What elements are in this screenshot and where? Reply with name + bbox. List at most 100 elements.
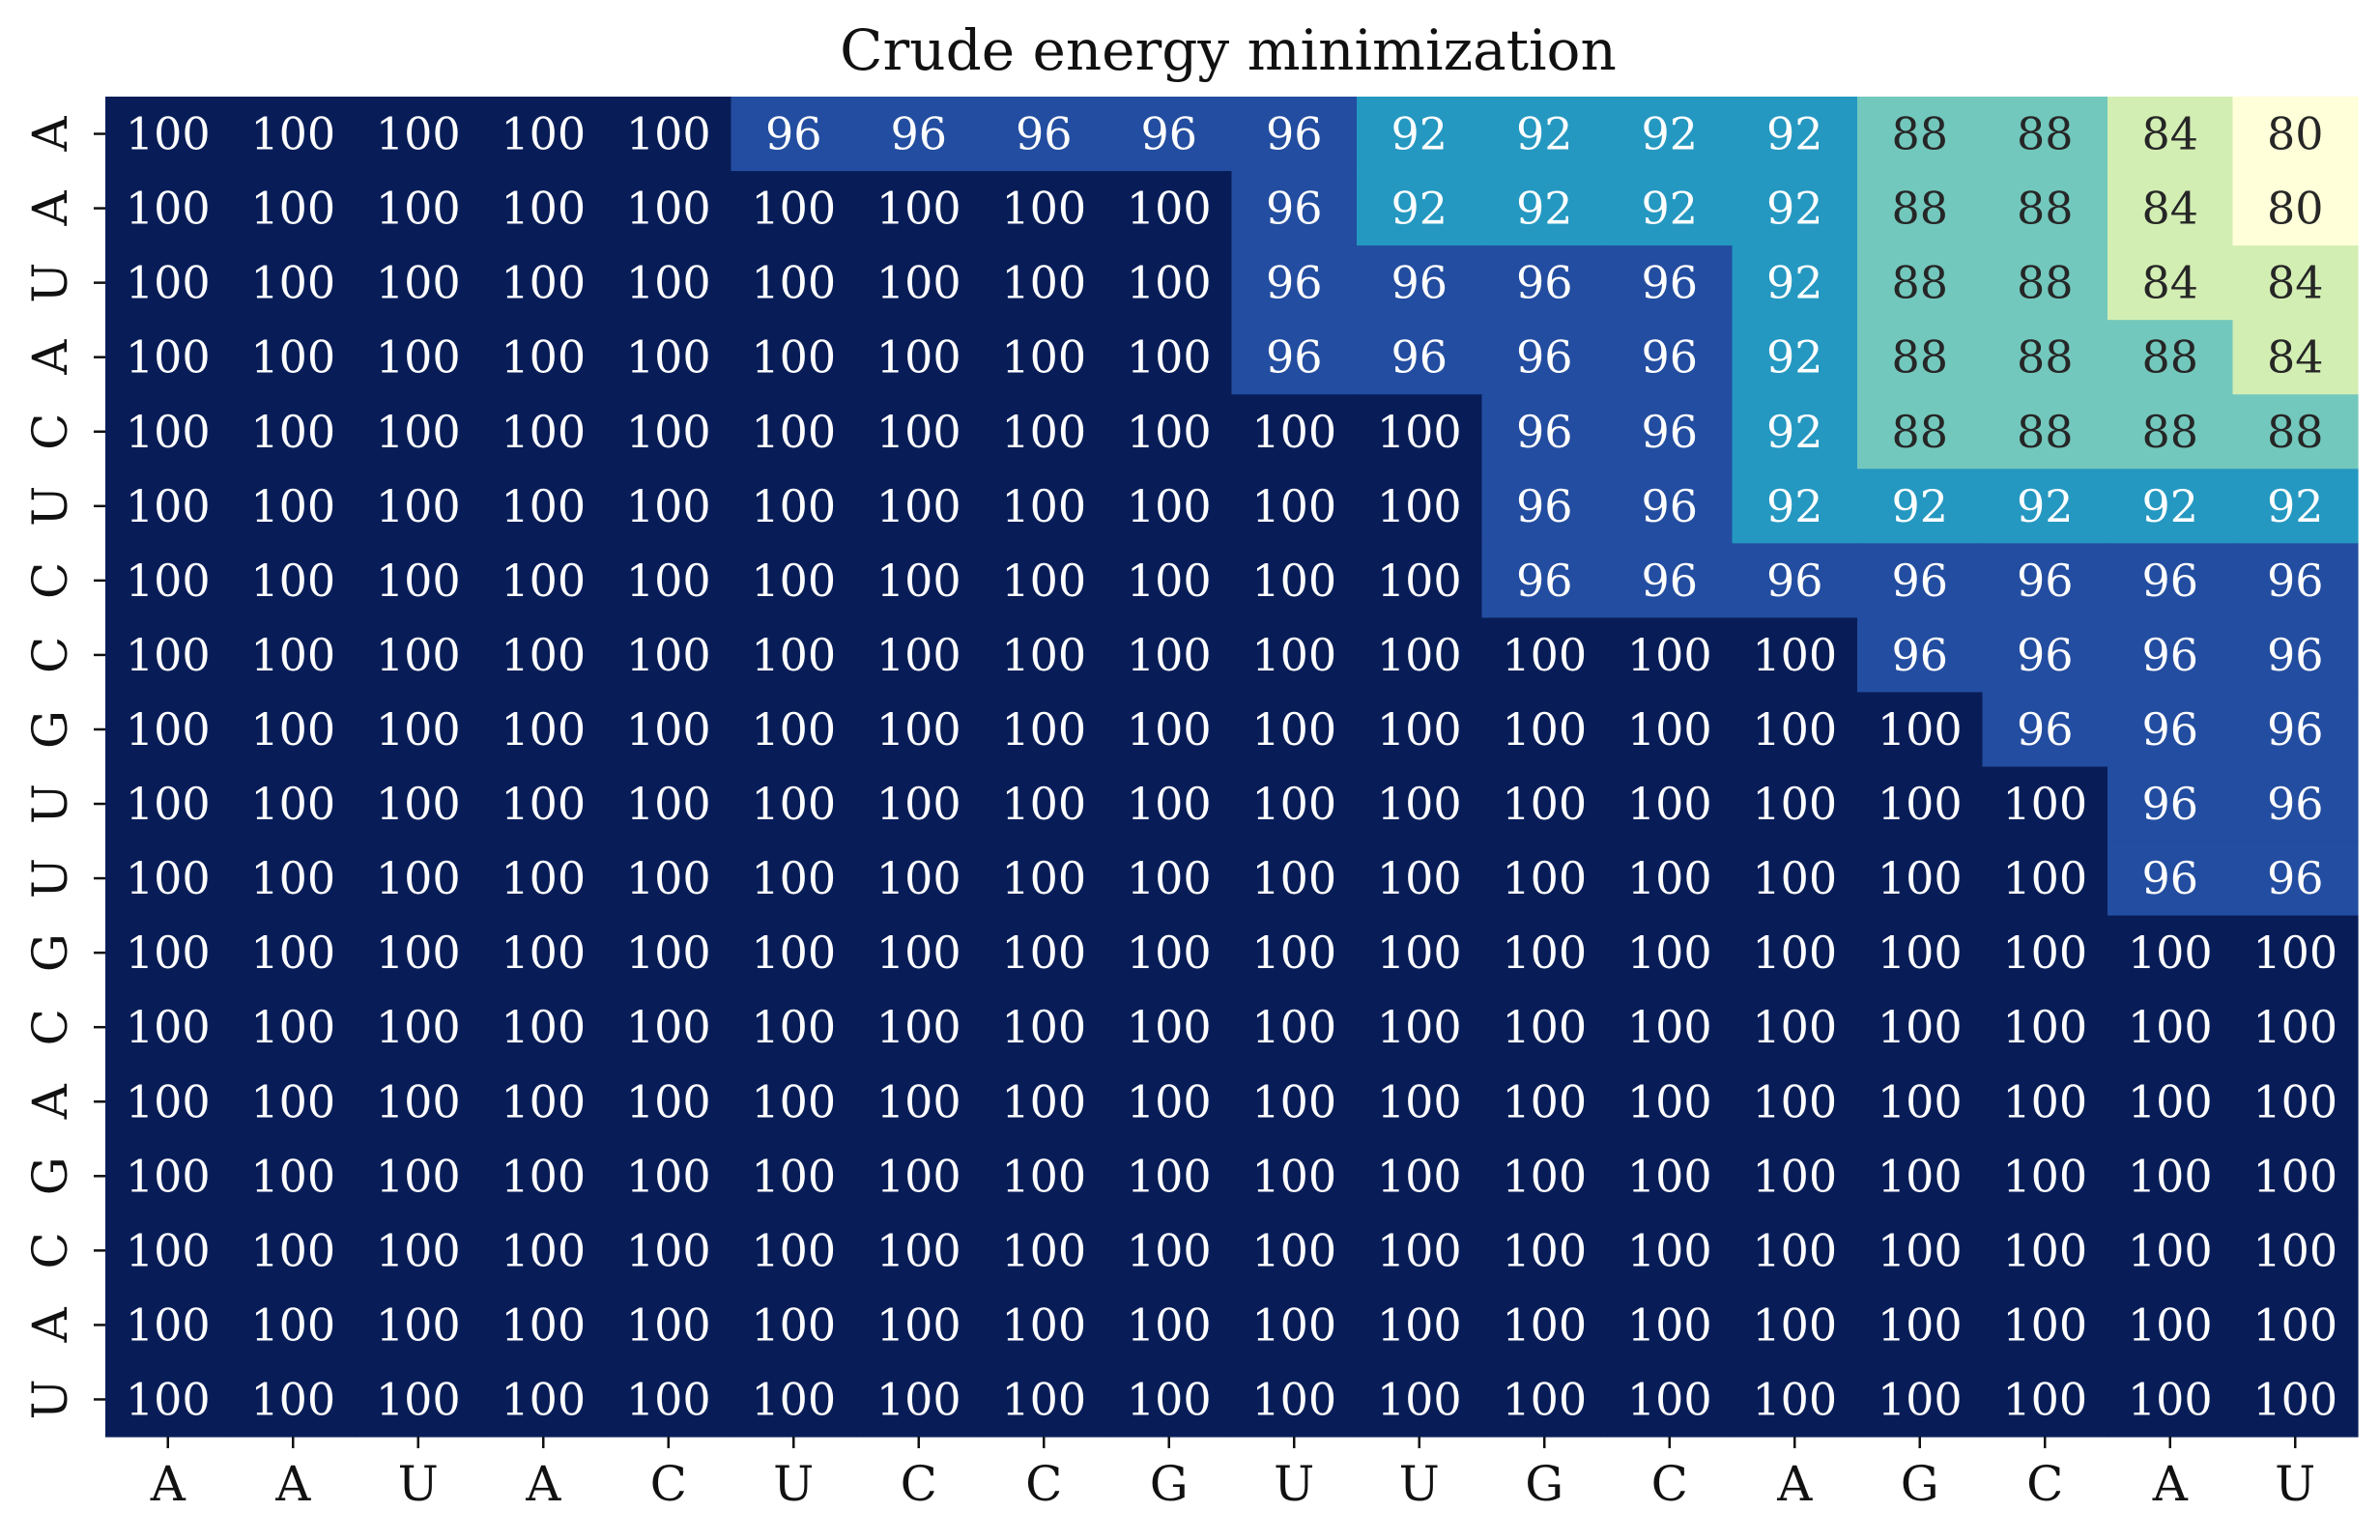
cell-value-label: 100 [626, 927, 711, 979]
heatmap-cell [2232, 543, 2359, 618]
heatmap-cell [356, 543, 482, 618]
cell-value-label: 100 [1502, 1075, 1587, 1127]
cell-value-label: 100 [1127, 331, 1212, 384]
heatmap-cell [356, 1361, 482, 1438]
cell-value-label: 96 [1641, 406, 1698, 458]
cell-value-label: 100 [626, 1298, 711, 1351]
heatmap-cell [856, 245, 983, 321]
heatmap-cells [105, 97, 2359, 1438]
heatmap-cell [2232, 1287, 2359, 1363]
x-tick-label: A [2152, 1456, 2189, 1512]
cell-value-label: 100 [626, 1373, 711, 1425]
heatmap-cell [731, 1064, 857, 1140]
cell-value-label: 100 [751, 257, 836, 309]
heatmap-cell [1357, 1287, 1483, 1363]
y-tick-label: G [22, 710, 78, 749]
heatmap-cell [356, 171, 482, 246]
cell-value-label: 100 [751, 1224, 836, 1276]
y-tick-label: A [22, 339, 78, 376]
heatmap-cell [1732, 1287, 1858, 1363]
heatmap-cell [480, 1361, 607, 1438]
heatmap-cell [480, 766, 607, 842]
heatmap-cell [1231, 1287, 1358, 1363]
cell-value-label: 96 [1516, 257, 1573, 309]
heatmap-cell [1231, 1212, 1358, 1289]
heatmap-cell [356, 245, 482, 321]
cell-value-label: 100 [1377, 406, 1462, 458]
heatmap-cell [480, 245, 607, 321]
cell-value-label: 84 [2141, 257, 2198, 309]
cell-value-label: 92 [1766, 406, 1823, 458]
heatmap-cell [1732, 989, 1858, 1066]
heatmap-cell [731, 1212, 857, 1289]
cell-value-label: 100 [501, 1373, 586, 1425]
heatmap-cell [1357, 171, 1483, 246]
heatmap-cell [2232, 766, 2359, 842]
heatmap-cell [731, 915, 857, 991]
heatmap-cell [856, 171, 983, 246]
cell-value-label: 100 [501, 1075, 586, 1127]
heatmap-cell [606, 1287, 732, 1363]
cell-value-label: 100 [876, 480, 961, 532]
cell-value-label: 100 [626, 852, 711, 904]
cell-value-label: 100 [751, 1150, 836, 1202]
cell-value-label: 100 [501, 183, 586, 235]
heatmap-cell [1357, 1361, 1483, 1438]
cell-value-label: 100 [1127, 852, 1212, 904]
heatmap-cell [230, 692, 357, 768]
cell-value-label: 100 [1001, 1224, 1086, 1276]
cell-value-label: 92 [1641, 108, 1698, 160]
heatmap-cell [2108, 766, 2234, 842]
cell-value-label: 100 [1878, 852, 1963, 904]
cell-value-label: 84 [2141, 183, 2198, 235]
heatmap-cell [1481, 245, 1608, 321]
heatmap-cell [981, 171, 1107, 246]
cell-value-label: 100 [1251, 778, 1336, 830]
cell-value-label: 100 [1502, 1224, 1587, 1276]
cell-value-label: 100 [126, 183, 211, 235]
heatmap-cell [2232, 1064, 2359, 1140]
cell-value-label: 100 [1502, 1373, 1587, 1425]
heatmap-cell [1231, 469, 1358, 544]
heatmap-cell [981, 1138, 1107, 1214]
x-tick-label: C [1651, 1456, 1688, 1512]
heatmap-cell [1732, 1138, 1858, 1214]
heatmap-cell [1857, 841, 1984, 917]
heatmap-cell [230, 97, 357, 172]
cell-value-label: 100 [2002, 1150, 2087, 1202]
cell-value-label: 100 [126, 852, 211, 904]
cell-value-label: 96 [1641, 257, 1698, 309]
cell-value-label: 100 [2128, 927, 2213, 979]
cell-value-label: 100 [126, 1150, 211, 1202]
heatmap-cell [230, 1064, 357, 1140]
heatmap-cell [856, 1361, 983, 1438]
cell-value-label: 100 [376, 331, 461, 384]
cell-value-label: 100 [1878, 1075, 1963, 1127]
heatmap-cell [1357, 97, 1483, 172]
cell-value-label: 100 [376, 183, 461, 235]
heatmap-cell [1732, 394, 1858, 470]
cell-value-label: 100 [1752, 1001, 1837, 1053]
heatmap-cell [480, 1287, 607, 1363]
cell-value-label: 100 [1377, 778, 1462, 830]
heatmap-cell [1607, 171, 1734, 246]
heatmap-cell [1607, 1138, 1734, 1214]
heatmap-cell [1231, 692, 1358, 768]
cell-value-label: 96 [1140, 108, 1197, 160]
heatmap-cell [981, 766, 1107, 842]
cell-value-label: 100 [876, 629, 961, 681]
heatmap-cell [230, 1138, 357, 1214]
heatmap-cell [1982, 320, 2108, 395]
heatmap-cell [2232, 320, 2359, 395]
cell-value-label: 100 [876, 1373, 961, 1425]
heatmap-cell [606, 692, 732, 768]
heatmap-cell [1982, 1361, 2108, 1438]
heatmap-cell [2232, 97, 2359, 172]
cell-value-label: 100 [1878, 1150, 1963, 1202]
cell-value-label: 96 [1641, 555, 1698, 607]
cell-value-label: 96 [1266, 331, 1323, 384]
heatmap-cell [480, 320, 607, 395]
heatmap-cell [1857, 1212, 1984, 1289]
heatmap-cell [1857, 97, 1984, 172]
cell-value-label: 92 [1766, 331, 1823, 384]
